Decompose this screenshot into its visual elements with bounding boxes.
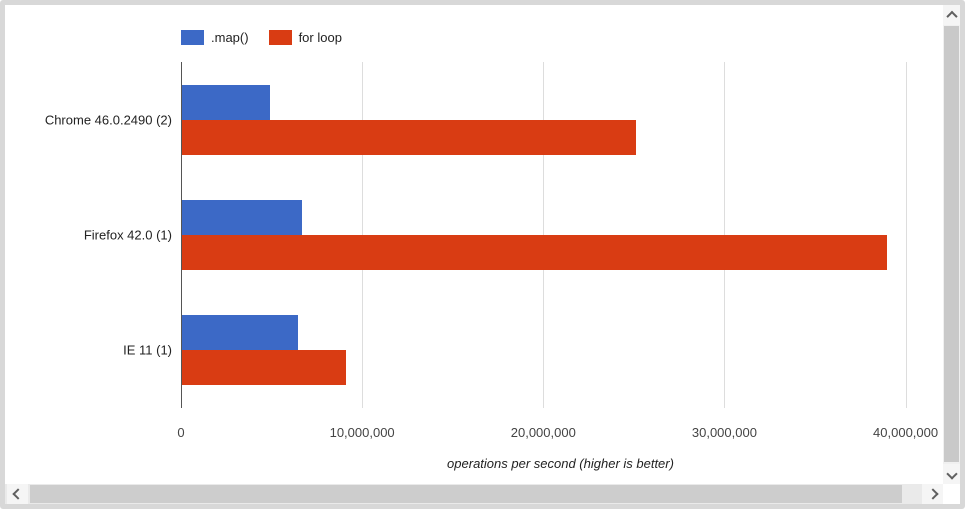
scroll-down-button[interactable] bbox=[943, 464, 960, 484]
vertical-scrollbar[interactable] bbox=[943, 5, 960, 484]
chevron-down-icon bbox=[945, 468, 958, 480]
x-tick-label: 20,000,000 bbox=[510, 425, 576, 440]
x-tick-label: 30,000,000 bbox=[691, 425, 757, 440]
horizontal-scrollbar-thumb[interactable] bbox=[30, 485, 902, 503]
legend-swatch bbox=[268, 30, 292, 45]
chevron-left-icon bbox=[11, 488, 24, 500]
bar-series-0-category-1[interactable] bbox=[181, 200, 303, 235]
category-label: Firefox 42.0 (1) bbox=[83, 227, 172, 243]
bar-series-1-category-1[interactable] bbox=[181, 235, 888, 270]
bar-series-0-category-2[interactable] bbox=[181, 315, 298, 351]
legend-item: .map() bbox=[181, 30, 249, 45]
category-label: IE 11 (1) bbox=[123, 342, 172, 358]
category-label: Chrome 46.0.2490 (2) bbox=[44, 112, 172, 128]
x-axis-title: operations per second (higher is better) bbox=[447, 456, 674, 471]
x-tick-label: 10,000,000 bbox=[329, 425, 395, 440]
chevron-up-icon bbox=[945, 10, 958, 23]
chevron-right-icon bbox=[926, 488, 939, 500]
chart-legend: .map() for loop bbox=[181, 30, 362, 45]
plot-area bbox=[181, 62, 940, 408]
bar-series-1-category-0[interactable] bbox=[181, 119, 636, 155]
bar-series-1-category-2[interactable] bbox=[181, 350, 346, 386]
axis-baseline bbox=[181, 62, 182, 408]
y-axis-labels: Chrome 46.0.2490 (2) Firefox 42.0 (1) IE 1… bbox=[5, 62, 172, 408]
vertical-scrollbar-thumb[interactable] bbox=[944, 26, 959, 462]
x-axis-ticks: 0 10,000,000 20,000,000 30,000,000 40,000,00… bbox=[177, 425, 940, 441]
horizontal-scrollbar[interactable] bbox=[5, 484, 943, 504]
scroll-right-button[interactable] bbox=[922, 484, 943, 504]
scroll-up-button[interactable] bbox=[943, 5, 960, 25]
bar-series-0-category-0[interactable] bbox=[181, 84, 270, 120]
legend-label: for loop bbox=[298, 30, 342, 45]
scroll-left-button[interactable] bbox=[7, 484, 28, 504]
gridline bbox=[905, 62, 907, 408]
x-tick-label: 0 bbox=[177, 425, 185, 440]
legend-item: for loop bbox=[268, 30, 342, 45]
legend-label: .map() bbox=[211, 30, 249, 45]
legend-swatch bbox=[181, 30, 204, 45]
x-tick-label: 40,000,000 bbox=[873, 425, 939, 440]
